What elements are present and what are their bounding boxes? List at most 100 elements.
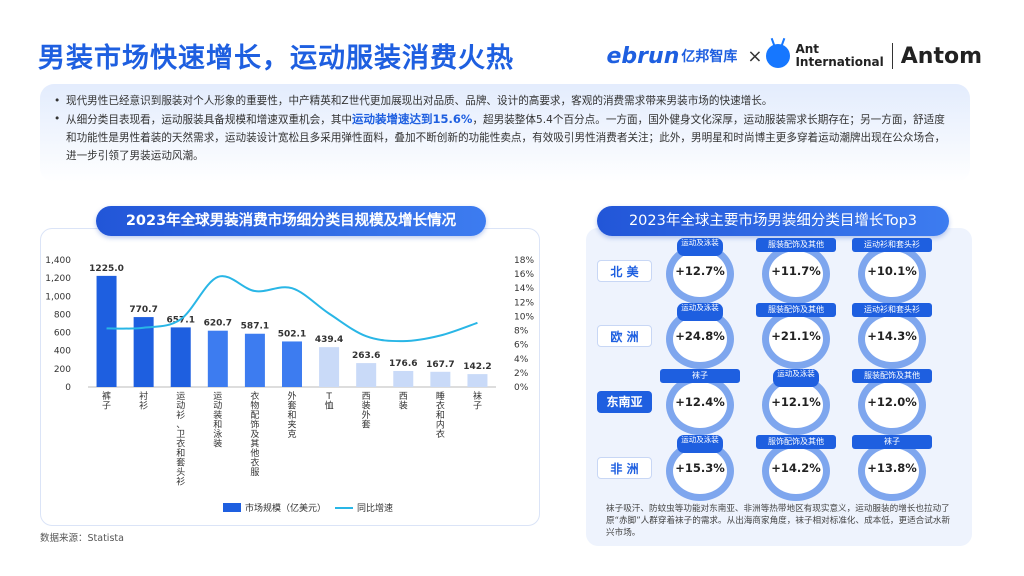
bar bbox=[467, 374, 488, 387]
x-tick-label: 西装外套 bbox=[362, 391, 371, 431]
legend-bar-swatch bbox=[223, 503, 241, 512]
y-right-tick-label: 12% bbox=[514, 298, 534, 308]
region-label: 东南亚 bbox=[597, 391, 652, 413]
region-label: 北 美 bbox=[597, 260, 652, 282]
growth-ring bbox=[666, 441, 734, 501]
logo-group: ebrun 亿邦智库 × Ant International Antom bbox=[607, 38, 982, 74]
y-right-tick-label: 8% bbox=[514, 327, 529, 337]
growth-value: +12.4% bbox=[675, 395, 725, 409]
growth-value: +11.7% bbox=[771, 264, 821, 278]
growth-category-badge: 服饰配饰及其他 +14.2% bbox=[756, 435, 836, 503]
antom-logo: Antom bbox=[900, 43, 982, 69]
growth-category-badge: 服装配饰及其他 +12.0% bbox=[852, 369, 932, 437]
growth-category-label: 运动衫和套头衫 bbox=[852, 303, 932, 317]
y-right-tick-label: 2% bbox=[514, 369, 529, 379]
legend-line-label: 同比增速 bbox=[357, 502, 393, 514]
bar-value-label: 770.7 bbox=[129, 305, 157, 315]
y-left-tick-label: 200 bbox=[54, 365, 71, 375]
growth-value: +15.3% bbox=[675, 461, 725, 475]
growth-category-label: 运动衫和套头衫 bbox=[852, 238, 932, 252]
y-left-tick-label: 600 bbox=[54, 329, 71, 339]
data-source: 数据来源：Statista bbox=[40, 533, 124, 544]
intro-box: 现代男性已经意识到服装对个人形象的重要性，中产精英和Z世代更加展现出对品质、品牌… bbox=[40, 84, 970, 182]
region-label: 欧 洲 bbox=[597, 325, 652, 347]
growth-category-badge: 服装配饰及其他 +21.1% bbox=[756, 303, 836, 371]
y-right-tick-label: 18% bbox=[514, 256, 534, 266]
region-label: 非 洲 bbox=[597, 457, 652, 479]
intro-p2-a: 从细分类目表现看，运动服装具备规模和增速双重机会，其中 bbox=[66, 114, 353, 126]
ant-international-logo: Ant International bbox=[795, 43, 883, 69]
growth-category-label: 袜子 bbox=[660, 369, 740, 383]
x-tick-label: 衣物配饰及其他衣服 bbox=[250, 390, 259, 478]
x-tick-label: 睡衣和内衣 bbox=[436, 390, 445, 440]
times-icon: × bbox=[747, 45, 763, 67]
growth-category-badge: 运动衫和套头衫 +14.3% bbox=[852, 303, 932, 371]
bar bbox=[282, 341, 302, 387]
growth-category-label: 服装配饰及其他 bbox=[852, 369, 932, 383]
y-left-tick-label: 1,400 bbox=[45, 256, 71, 266]
growth-category-label: 运动及泳装 bbox=[773, 369, 819, 387]
growth-category-label: 服装配饰及其他 bbox=[756, 303, 836, 317]
ant-logo-icon bbox=[766, 44, 791, 68]
bar-value-label: 620.7 bbox=[204, 319, 232, 329]
category-size-growth-chart: 0 200 400 600 800 1,000 1,200 1,400 0% 2% 4% 6% 8% 10… bbox=[45, 256, 534, 514]
growth-category-badge: 运动及泳装 +24.8% bbox=[660, 303, 740, 371]
growth-value: +24.8% bbox=[675, 329, 725, 343]
growth-category-badge: 运动衫和套头衫 +10.1% bbox=[852, 238, 932, 306]
growth-ring bbox=[858, 375, 926, 435]
bar bbox=[207, 330, 228, 387]
socks-note: 袜子吸汗、防蚊虫等功能对东南亚、非洲等热带地区有现实意义，运动服装的增长也拉动了… bbox=[606, 504, 951, 538]
y-right-tick-label: 0% bbox=[514, 383, 529, 393]
bar-value-label: 439.4 bbox=[315, 335, 343, 345]
intro-p2-b: ，超男装整体5.4个百分点。一方面，国外健身文化深厚，运动服装需求长期存在；另一… bbox=[66, 114, 946, 162]
growth-category-label: 运动及泳装 bbox=[677, 238, 723, 256]
y-left-tick-label: 400 bbox=[54, 347, 71, 357]
growth-value: +14.3% bbox=[867, 329, 917, 343]
growth-line bbox=[106, 275, 478, 343]
bar bbox=[96, 275, 117, 387]
bar bbox=[393, 370, 414, 387]
growth-value: +10.1% bbox=[867, 264, 917, 278]
growth-value: +13.8% bbox=[867, 461, 917, 475]
ebrun-logo-cn: 亿邦智库 bbox=[681, 49, 738, 65]
legend-bar-label: 市场规模（亿美元） bbox=[245, 502, 326, 514]
ebrun-logo: ebrun bbox=[606, 43, 680, 69]
bar-value-label: 142.2 bbox=[463, 362, 491, 372]
x-tick-label: 西装 bbox=[399, 391, 408, 412]
bar bbox=[356, 363, 377, 387]
bar bbox=[430, 371, 451, 387]
bar bbox=[170, 327, 191, 387]
growth-category-label: 服饰配饰及其他 bbox=[756, 435, 836, 449]
x-tick-label: 运动衫、卫衣和套头衫 bbox=[176, 391, 185, 488]
y-left-tick-label: 0 bbox=[65, 383, 71, 393]
growth-ring bbox=[762, 441, 830, 501]
y-right-tick-label: 4% bbox=[514, 355, 529, 365]
bar-value-label: 176.6 bbox=[389, 359, 417, 369]
intro-paragraph-2: 从细分类目表现看，运动服装具备规模和增速双重机会，其中运动装增速达到15.6%，… bbox=[54, 110, 952, 165]
right-chart-title: 2023年全球主要市场男装细分类目增长Top3 bbox=[597, 206, 949, 236]
y-right-tick-label: 6% bbox=[514, 341, 529, 351]
intro-highlight: 运动装增速达到15.6% bbox=[352, 112, 473, 126]
bar-value-label: 502.1 bbox=[278, 329, 306, 339]
logo-divider bbox=[891, 43, 893, 69]
growth-value: +12.7% bbox=[675, 264, 725, 278]
bar-value-label: 167.7 bbox=[426, 360, 454, 370]
bar bbox=[133, 317, 154, 387]
y-left-tick-label: 1,000 bbox=[45, 292, 71, 302]
growth-value: +14.2% bbox=[771, 461, 821, 475]
growth-value: +12.1% bbox=[771, 395, 821, 409]
left-chart-title: 2023年全球男装消费市场细分类目规模及增长情况 bbox=[96, 206, 486, 236]
bar-value-label: 1225.0 bbox=[89, 264, 124, 274]
page-title: 男装市场快速增长，运动服装消费火热 bbox=[38, 43, 514, 74]
y-left-tick-label: 1,200 bbox=[45, 274, 71, 284]
growth-category-label: 袜子 bbox=[852, 435, 932, 449]
growth-category-label: 运动及泳装 bbox=[677, 303, 723, 321]
growth-category-badge: 运动及泳装 +15.3% bbox=[660, 435, 740, 503]
y-left-tick-label: 800 bbox=[54, 310, 71, 320]
x-tick-label: 运动装和泳装 bbox=[213, 391, 222, 450]
growth-value: +12.0% bbox=[867, 395, 917, 409]
y-right-tick-label: 10% bbox=[514, 312, 534, 322]
x-tick-label: 裤子 bbox=[102, 390, 111, 412]
bar bbox=[244, 333, 265, 387]
